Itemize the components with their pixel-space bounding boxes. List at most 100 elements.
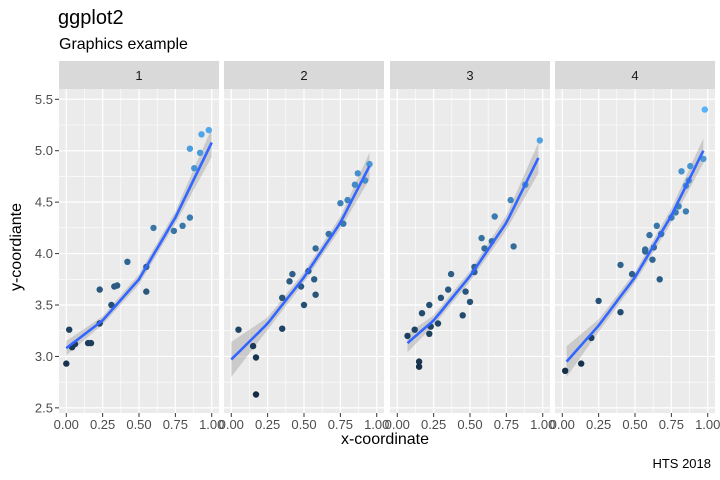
data-point — [300, 301, 308, 309]
y-tick-label: 4.5 — [35, 195, 53, 210]
x-tick-label: 0.75 — [494, 417, 519, 432]
data-point — [344, 196, 351, 204]
data-point — [617, 261, 624, 269]
facet-strip — [59, 61, 219, 89]
facet-panel-1: 1 0.00 0.25 0.50 0.75 1.00 — [54, 61, 224, 432]
data-point — [595, 297, 602, 305]
data-point — [66, 326, 73, 333]
data-point — [510, 243, 517, 250]
confidence-band — [231, 152, 370, 377]
data-point — [249, 342, 257, 350]
x-tick-label: 1.00 — [530, 417, 555, 432]
x-tick-label: 0.50 — [291, 417, 316, 432]
data-point — [642, 248, 649, 255]
data-point — [337, 200, 344, 207]
data-point — [434, 320, 442, 327]
x-tick-label: 0.00 — [54, 417, 79, 432]
confidence-band — [66, 128, 212, 356]
data-point — [198, 131, 205, 138]
x-tick-label: 1.00 — [199, 417, 224, 432]
y-tick-label: 5.5 — [35, 92, 53, 107]
data-point — [87, 339, 95, 347]
data-point — [426, 301, 433, 309]
data-point — [235, 326, 242, 333]
data-point — [437, 294, 445, 301]
chart-subtitle: Graphics example — [59, 36, 188, 53]
data-point — [462, 288, 469, 295]
y-tick-label: 5.0 — [35, 143, 53, 158]
data-point — [366, 160, 373, 168]
x-tick-label: 0.50 — [126, 417, 151, 432]
x-tick-label: 0.00 — [385, 417, 410, 432]
data-point — [279, 325, 286, 332]
data-point — [426, 330, 433, 337]
facet-strip — [390, 61, 550, 89]
data-point — [312, 291, 319, 298]
data-point — [447, 270, 455, 278]
data-point — [649, 256, 656, 263]
data-point — [312, 245, 319, 252]
data-point — [179, 222, 186, 229]
data-point — [196, 149, 204, 156]
data-point — [108, 301, 115, 309]
x-tick-label: 1.00 — [364, 417, 389, 432]
facet-strip-label: 2 — [300, 68, 307, 83]
facet-strip-label: 3 — [466, 68, 473, 83]
data-point — [150, 224, 157, 232]
data-point — [170, 227, 178, 235]
chart-caption: HTS 2018 — [652, 456, 711, 471]
data-point — [445, 286, 452, 293]
data-point — [653, 222, 660, 229]
data-point — [478, 234, 485, 242]
smooth-line — [565, 150, 705, 363]
facet-strip — [555, 61, 715, 89]
data-point — [701, 106, 708, 113]
x-tick-label: 0.00 — [219, 417, 244, 432]
y-axis-title: y-coordiante — [8, 203, 25, 291]
x-tick-label: 0.50 — [457, 417, 482, 432]
data-point — [186, 214, 194, 221]
data-point — [252, 391, 260, 398]
data-point — [354, 170, 361, 177]
facet-panel-2: 2 0.00 0.25 0.50 0.75 1.00 — [219, 61, 389, 432]
data-point — [562, 367, 569, 374]
data-point — [415, 363, 423, 370]
data-point — [687, 162, 694, 170]
data-point — [459, 312, 466, 319]
data-point — [646, 231, 653, 239]
data-point — [617, 309, 624, 316]
x-tick-label: 0.50 — [622, 417, 647, 432]
data-point — [186, 145, 194, 152]
data-point — [536, 137, 543, 144]
data-point — [124, 258, 131, 265]
data-point — [351, 181, 359, 188]
data-point — [628, 270, 636, 278]
data-point — [466, 298, 474, 306]
chart-title: ggplot2 — [58, 7, 124, 29]
data-point — [682, 208, 690, 215]
x-tick-label: 0.25 — [421, 417, 446, 432]
facet-panel-4: 4 0.00 0.25 0.50 0.75 1.00 — [550, 61, 720, 432]
data-point — [143, 288, 150, 295]
facet-panels: 1 0.00 0.25 0.50 0.75 1.00 2 0.00 0.25 0.50 0.75 1.… — [54, 61, 720, 432]
smooth-line — [230, 165, 371, 361]
data-point — [191, 165, 198, 172]
data-point — [114, 282, 121, 289]
data-point — [404, 332, 411, 340]
data-point — [411, 326, 418, 333]
data-point — [205, 126, 212, 134]
facet-strip — [224, 61, 384, 89]
smooth-line — [65, 141, 213, 350]
data-point — [700, 155, 707, 163]
facet-strip-label: 4 — [631, 68, 638, 83]
data-point — [507, 196, 514, 204]
data-point — [491, 213, 498, 220]
data-point — [289, 270, 296, 278]
x-tick-label: 0.75 — [163, 417, 188, 432]
data-point — [578, 360, 585, 367]
data-point — [418, 310, 426, 317]
x-tick-label: 0.25 — [586, 417, 611, 432]
x-tick-label: 0.75 — [659, 417, 684, 432]
y-tick-label: 2.5 — [35, 400, 53, 415]
x-axis-title: x-coordinate — [341, 431, 429, 448]
